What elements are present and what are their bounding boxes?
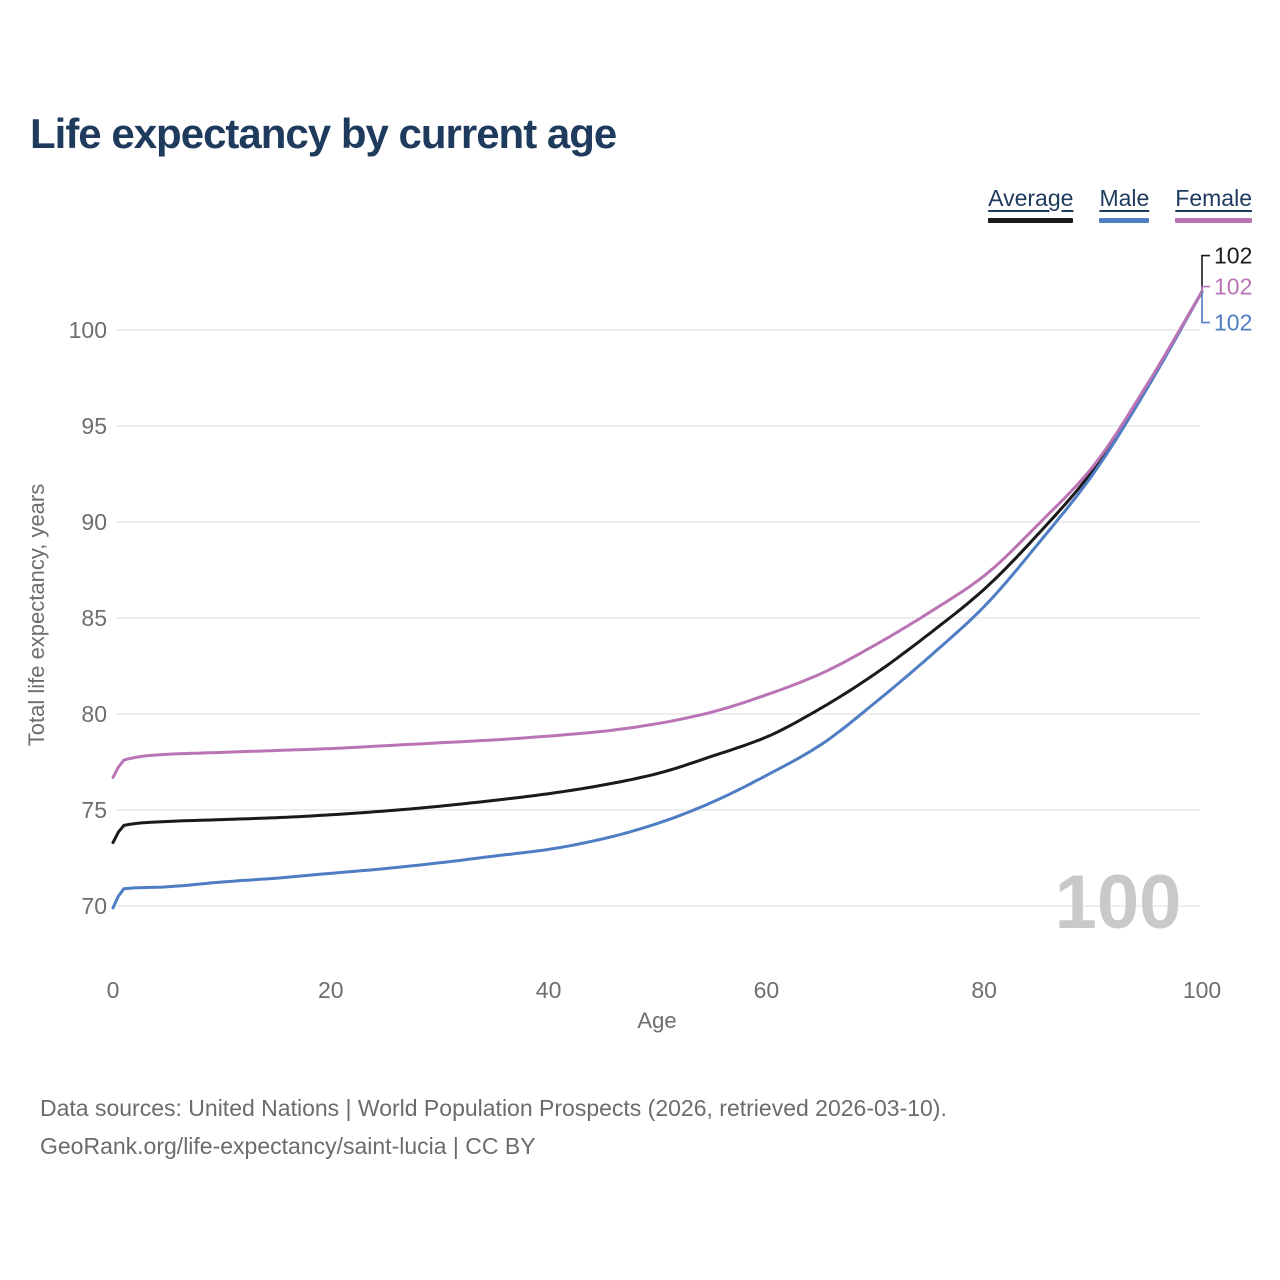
x-tick-label: 40 bbox=[536, 977, 562, 1003]
end-label-average: 102 bbox=[1214, 243, 1252, 269]
end-label-connector-average bbox=[1201, 254, 1210, 292]
page-title: Life expectancy by current age bbox=[30, 110, 617, 157]
end-label-male: 102 bbox=[1214, 310, 1252, 336]
x-tick-label: 20 bbox=[318, 977, 344, 1003]
y-tick-label: 95 bbox=[81, 413, 107, 439]
y-axis-title: Total life expectancy, years bbox=[24, 484, 49, 747]
end-label-connector-female bbox=[1201, 285, 1210, 292]
x-tick-label: 80 bbox=[971, 977, 997, 1003]
end-label-connector-male bbox=[1201, 291, 1210, 324]
legend-item-male[interactable]: Male bbox=[1099, 185, 1150, 223]
series-line-female[interactable] bbox=[111, 290, 1204, 779]
legend-label-average: Average bbox=[988, 185, 1074, 211]
legend-swatch-average bbox=[988, 218, 1074, 223]
series-line-male[interactable] bbox=[111, 290, 1204, 910]
legend-label-female: Female bbox=[1175, 185, 1252, 211]
legend-swatch-male bbox=[1099, 218, 1150, 223]
y-tick-label: 90 bbox=[81, 509, 107, 535]
legend-item-average[interactable]: Average bbox=[988, 185, 1074, 223]
legend-item-female[interactable]: Female bbox=[1175, 185, 1252, 223]
series-line-average[interactable] bbox=[111, 290, 1204, 845]
chart-legend: Average Male Female bbox=[988, 185, 1252, 223]
x-tick-label: 0 bbox=[107, 977, 120, 1003]
y-tick-label: 70 bbox=[81, 893, 107, 919]
y-tick-label: 85 bbox=[81, 605, 107, 631]
attribution-line: GeoRank.org/life-expectancy/saint-lucia … bbox=[40, 1133, 536, 1159]
x-tick-label: 100 bbox=[1183, 977, 1221, 1003]
data-sources-line: Data sources: United Nations | World Pop… bbox=[40, 1095, 947, 1121]
end-label-female: 102 bbox=[1214, 274, 1252, 300]
y-tick-label: 100 bbox=[69, 317, 107, 343]
y-tick-label: 80 bbox=[81, 701, 107, 727]
x-tick-label: 60 bbox=[754, 977, 780, 1003]
x-axis-title: Age bbox=[637, 1008, 676, 1033]
age-watermark: 100 bbox=[1055, 860, 1182, 945]
chart-footer: Data sources: United Nations | World Pop… bbox=[40, 1089, 947, 1165]
y-tick-label: 75 bbox=[81, 797, 107, 823]
legend-label-male: Male bbox=[1099, 185, 1150, 211]
legend-swatch-female bbox=[1175, 218, 1252, 223]
